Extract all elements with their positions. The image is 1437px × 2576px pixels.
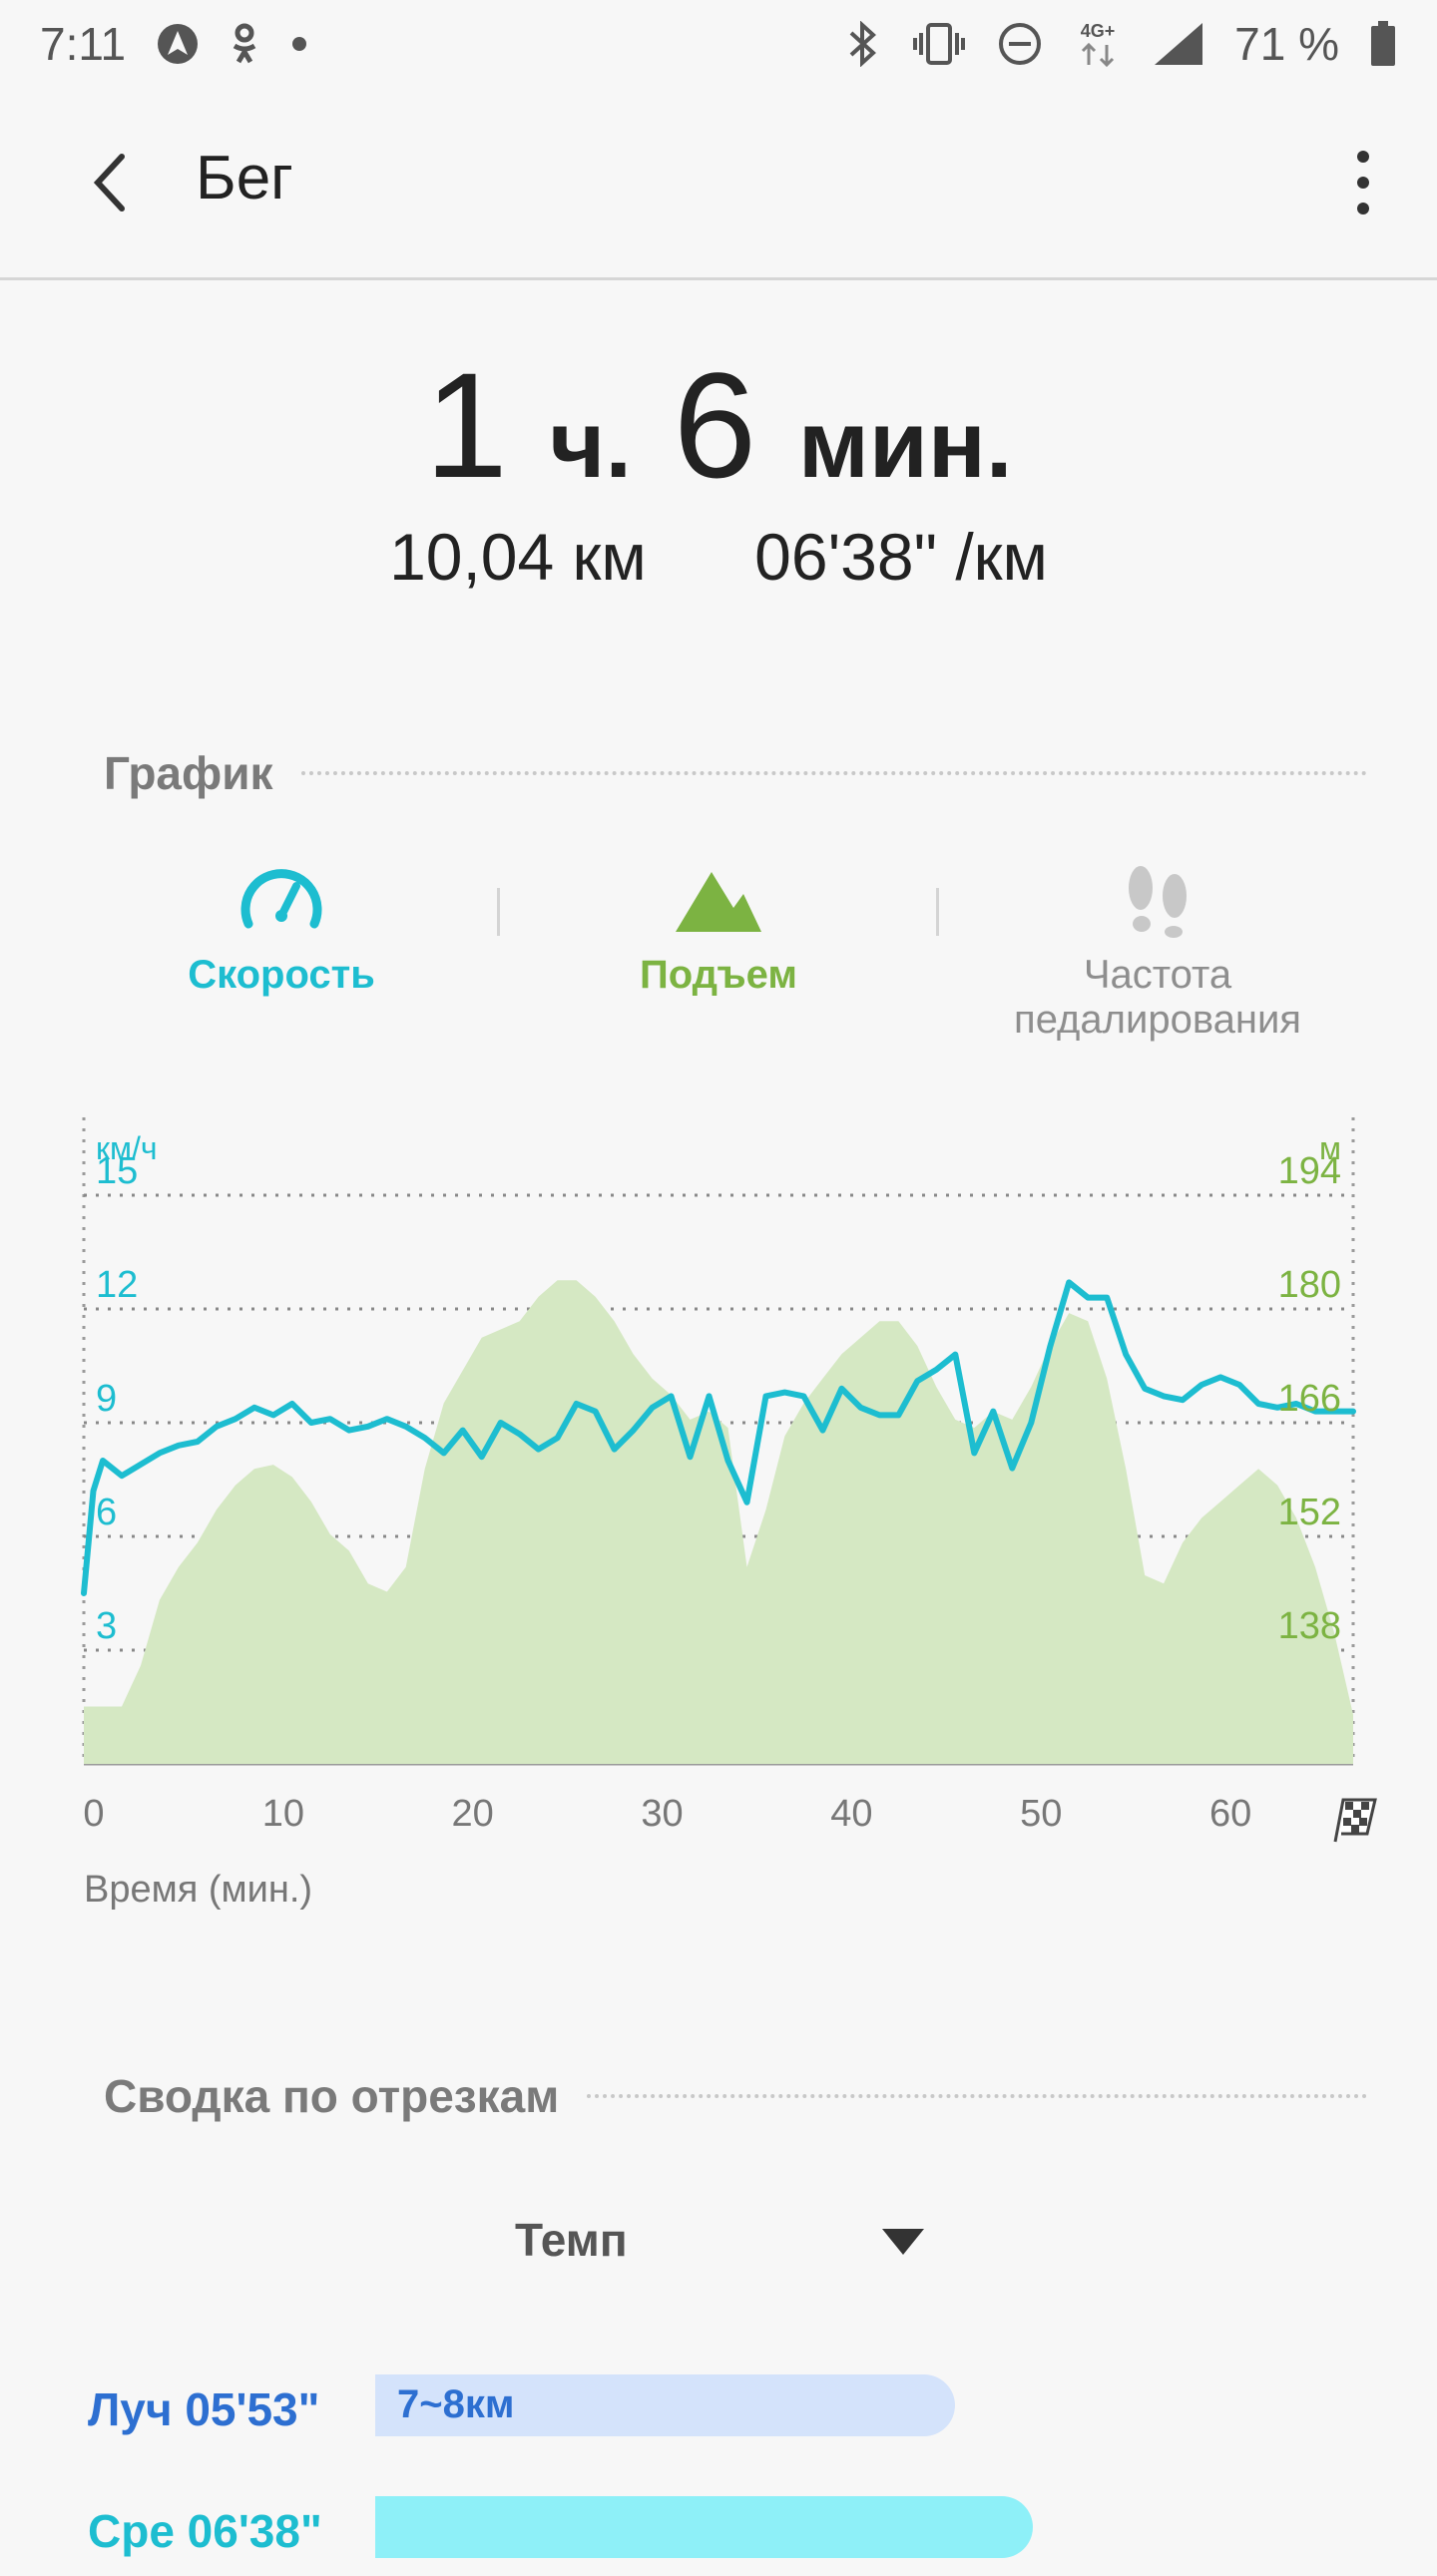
status-right: 4G+ 71 %	[845, 17, 1397, 71]
right-tick-label: 166	[1278, 1378, 1341, 1420]
left-tick-label: 12	[96, 1264, 138, 1306]
tab-separator	[497, 888, 500, 936]
split-label: Луч 05'53"	[88, 2383, 320, 2435]
workout-duration: 1 ч. 6 мин.	[0, 339, 1437, 512]
x-axis-title: Время (мин.)	[84, 1869, 312, 1911]
speed-elevation-chart: 15 194 12 180 9 166 6 152 3 138 км/ч м 0 10 20 30 40 50 60…	[81, 1117, 1377, 1911]
split-bar-text: 7~8км	[397, 2382, 515, 2426]
battery-percent: 71 %	[1234, 18, 1339, 70]
battery-icon	[1369, 20, 1397, 68]
network-4g-icon: 4G+	[1073, 19, 1123, 69]
section-divider	[300, 771, 1367, 775]
right-tick-label: 180	[1278, 1264, 1341, 1306]
workout-metrics: 10,04 км 06'38" /км	[0, 519, 1437, 595]
tab-separator	[936, 888, 939, 936]
splits-metric-dropdown[interactable]: Темп	[0, 2195, 1437, 2275]
x-tick-label: 10	[262, 1793, 304, 1835]
chart-area: 15 194 12 180 9 166 6 152 3 138 км/ч м 0 10 20 30 40 50 60…	[0, 1117, 1437, 1955]
app-bar: Бег	[0, 88, 1437, 280]
pace-value: 06'38" /км	[754, 520, 1048, 594]
split-label: Сре 06'38"	[88, 2505, 322, 2557]
footsteps-icon	[1129, 866, 1187, 938]
more-options-button[interactable]	[1333, 143, 1393, 222]
graph-section-title: График	[104, 747, 273, 799]
x-tick-label: 60	[1209, 1793, 1251, 1835]
section-divider	[587, 2094, 1367, 2098]
duration-minutes: 6	[673, 341, 757, 509]
speedometer-icon	[240, 869, 322, 929]
dropdown-label: Темп	[515, 2214, 628, 2266]
page-title: Бег	[196, 144, 293, 213]
tab-cadence-label-line2: педалирования	[1014, 998, 1301, 1042]
right-tick-label: 152	[1278, 1492, 1341, 1533]
left-tick-label: 6	[96, 1492, 117, 1533]
tab-cadence-label: Частота педалирования	[948, 953, 1367, 1043]
signal-icon	[1153, 21, 1204, 67]
tab-elevation-label: Подъем	[640, 953, 797, 997]
navigation-icon	[156, 22, 200, 66]
split-row-average: Сре 06'38"	[0, 2496, 1437, 2576]
speed-line	[81, 1279, 1356, 1596]
mountain-icon	[676, 872, 761, 932]
status-time: 7:11	[40, 18, 127, 70]
graph-section-header: График	[104, 746, 1367, 800]
checkered-flag-icon	[1333, 1798, 1377, 1843]
label-layer: 15 194 12 180 9 166 6 152 3 138 км/ч м 0 10 20 30 40 50 60…	[83, 1130, 1341, 1911]
network-label: 4G+	[1081, 21, 1116, 41]
status-left: 7:11	[40, 17, 309, 71]
elevation-area	[84, 1280, 1353, 1764]
x-tick-label: 0	[83, 1793, 104, 1835]
right-unit-label: м	[1319, 1130, 1341, 1166]
odnoklassniki-icon	[230, 22, 259, 66]
left-tick-label: 15	[96, 1150, 138, 1192]
bluetooth-icon	[845, 21, 881, 67]
right-tick-label: 138	[1278, 1605, 1341, 1647]
split-row-best: Луч 05'53" 7~8км	[0, 2374, 1437, 2454]
duration-hours: 1	[424, 341, 508, 509]
vibrate-icon	[911, 21, 967, 67]
tab-cadence[interactable]: Частота педалирования	[948, 858, 1367, 1043]
x-tick-label: 50	[1020, 1793, 1062, 1835]
splits-section-header: Сводка по отрезкам	[104, 2069, 1367, 2123]
back-button[interactable]	[78, 143, 158, 222]
left-unit-label: км/ч	[96, 1130, 158, 1166]
left-tick-label: 9	[96, 1378, 117, 1420]
x-tick-label: 40	[830, 1793, 872, 1835]
more-vert-icon	[1357, 151, 1369, 215]
x-tick-label: 20	[452, 1793, 494, 1835]
arrow-back-icon	[93, 154, 125, 212]
x-tick-label: 30	[641, 1793, 683, 1835]
dot-icon	[289, 34, 309, 54]
splits-section-title: Сводка по отрезкам	[104, 2070, 560, 2122]
graph-tabs: Скорость Подъем Частота педалирования	[0, 858, 1437, 1077]
triangle-down-icon	[882, 2229, 924, 2255]
left-tick-label: 3	[96, 1605, 117, 1647]
tab-speed-label: Скорость	[188, 953, 375, 997]
duration-hours-unit: ч.	[549, 391, 633, 498]
tab-cadence-label-line1: Частота	[1083, 953, 1232, 997]
distance-value: 10,04 км	[389, 520, 647, 594]
right-tick-label: 194	[1278, 1150, 1341, 1192]
split-bar: 7~8км	[375, 2374, 955, 2436]
do-not-disturb-icon	[997, 21, 1043, 67]
duration-minutes-unit: мин.	[797, 391, 1013, 498]
split-bar	[375, 2496, 1033, 2558]
tab-elevation[interactable]: Подъем	[509, 858, 928, 998]
status-bar: 7:11 4G+ 71 %	[0, 0, 1437, 88]
tab-speed[interactable]: Скорость	[72, 858, 491, 998]
